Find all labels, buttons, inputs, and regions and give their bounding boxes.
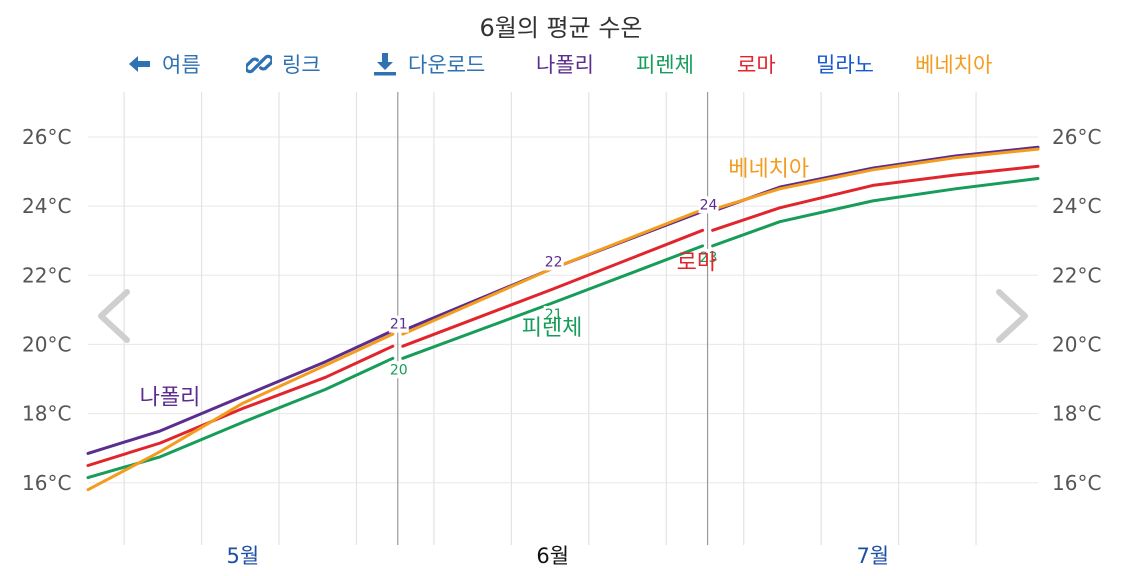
legend-item-naples[interactable]: 나폴리 <box>536 48 594 80</box>
point-label: 22 <box>545 254 563 270</box>
y-tick-label-right: 26°C <box>1052 125 1101 149</box>
point-label-bg <box>543 253 564 271</box>
series-annotation: 베네치아 <box>728 157 809 182</box>
y-tick-label-left: 24°C <box>22 194 71 218</box>
month-label: 7월 <box>856 544 889 568</box>
y-tick-label-right: 20°C <box>1052 332 1101 356</box>
series-line-1 <box>401 244 705 360</box>
link-label: 링크 <box>282 53 321 77</box>
legend-item-florence[interactable]: 피렌체 <box>636 48 694 80</box>
chart-title: 6월의 평균 수온 <box>479 14 643 42</box>
point-label: 20 <box>390 362 408 378</box>
y-tick-label-left: 22°C <box>22 263 71 287</box>
series-line-0 <box>86 329 395 455</box>
series-line-4 <box>711 147 1040 212</box>
y-tick-label-left: 18°C <box>22 402 71 426</box>
download-label: 다운로드 <box>408 53 486 77</box>
legend-label-milan: 밀라노 <box>816 53 874 77</box>
back-summer-label: 여름 <box>162 53 201 77</box>
series-line-2 <box>711 164 1040 232</box>
arrow-left-icon <box>129 56 150 72</box>
toolbar: 여름 링크 다운로드 나폴리 피렌체 로마 밀라노 베네치아 <box>0 48 1122 82</box>
series-annotation: 나폴리 <box>140 385 201 410</box>
chart-labels: 16°C 16°C 18°C 18°C 20°C 20°C 22°C 22°C 24°C 24°C… <box>22 125 1101 568</box>
series-line-4 <box>86 332 395 492</box>
legend-label-venice: 베네치아 <box>915 53 993 77</box>
series-line-2 <box>401 228 705 348</box>
series-line-1 <box>86 356 395 480</box>
y-tick-label-right: 18°C <box>1052 402 1101 426</box>
link-button[interactable]: 링크 <box>246 48 321 80</box>
download-button[interactable]: 다운로드 <box>372 48 485 80</box>
point-label-bg <box>543 305 564 323</box>
link-icon <box>246 54 272 74</box>
month-label: 6월 <box>536 544 569 568</box>
y-tick-label-left: 16°C <box>22 471 71 495</box>
series-line-1 <box>711 177 1040 248</box>
point-label: 21 <box>545 307 563 323</box>
point-label-bg <box>388 361 409 379</box>
series-annotation: 로마 <box>677 250 717 275</box>
legend-item-rome[interactable]: 로마 <box>737 48 776 80</box>
month-label: 5월 <box>227 544 260 568</box>
next-month-arrow[interactable] <box>990 282 1036 350</box>
back-summer-button[interactable]: 여름 <box>126 48 201 80</box>
series-annotation: 피렌체 <box>522 316 583 341</box>
download-icon <box>374 53 396 76</box>
point-label: 21 <box>390 317 408 333</box>
legend-item-venice[interactable]: 베네치아 <box>915 48 992 80</box>
legend-label-naples: 나폴리 <box>536 53 594 77</box>
legend-label-rome: 로마 <box>737 53 776 77</box>
point-label: 23 <box>700 250 718 266</box>
grid <box>88 92 1038 545</box>
point-label: 24 <box>700 197 718 213</box>
point-label-bg <box>698 196 719 214</box>
chevron-right-icon <box>996 289 1028 343</box>
y-tick-label-right: 24°C <box>1052 194 1101 218</box>
y-tick-label-right: 22°C <box>1052 263 1101 287</box>
point-label-bg <box>388 315 409 333</box>
chevron-left-icon <box>98 289 130 343</box>
legend-label-florence: 피렌체 <box>636 53 694 77</box>
y-tick-label-left: 26°C <box>22 125 71 149</box>
y-tick-label-left: 20°C <box>22 332 71 356</box>
y-tick-label-right: 16°C <box>1052 471 1101 495</box>
point-label-bg <box>698 248 719 266</box>
series-line-2 <box>86 344 395 467</box>
previous-month-arrow[interactable] <box>90 282 136 350</box>
legend-item-milan[interactable]: 밀라노 <box>816 48 874 80</box>
